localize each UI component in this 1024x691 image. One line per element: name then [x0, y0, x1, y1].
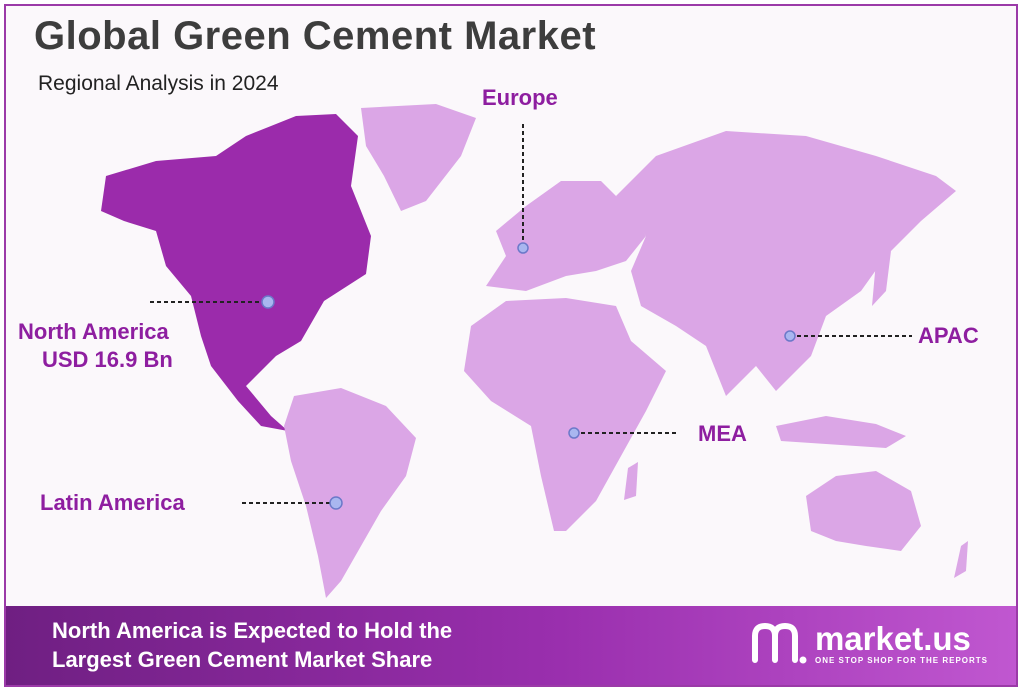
mea-marker [568, 427, 580, 439]
new-zealand-shape [954, 541, 968, 578]
label-mea: MEA [698, 421, 747, 446]
logo-tagline: ONE STOP SHOP FOR THE REPORTS [814, 655, 988, 665]
asia-shape [616, 131, 956, 396]
south-america-shape [284, 388, 416, 598]
greenland-shape [361, 104, 476, 211]
north-america-shape [101, 114, 371, 431]
page-subtitle: Regional Analysis in 2024 [38, 72, 279, 95]
footer-line-2: Largest Green Cement Market Share [52, 647, 433, 672]
japan-shape [872, 251, 891, 306]
australia-shape [806, 471, 921, 551]
indonesia-shape [776, 416, 906, 448]
marketus-logo-icon [751, 622, 807, 664]
logo-name: market.us [814, 619, 971, 657]
infographic-frame: Global Green Cement Market Regional Anal… [4, 4, 1018, 687]
footer-text: North America is Expected to Hold the La… [52, 616, 452, 674]
europe-shape [486, 181, 646, 291]
page-title: Global Green Cement Market [34, 14, 597, 58]
apac-marker [784, 330, 796, 342]
europe-marker [517, 242, 529, 254]
label-europe: Europe [482, 85, 558, 110]
north-america-marker [261, 295, 275, 309]
label-north-america-value: USD 16.9 Bn [42, 347, 173, 372]
logo-text: market.us ONE STOP SHOP FOR THE REPORTS [814, 619, 988, 665]
label-latin-america: Latin America [40, 490, 185, 515]
marketus-logo: market.us ONE STOP SHOP FOR THE REPORTS [749, 620, 988, 666]
footer-banner: North America is Expected to Hold the La… [6, 606, 1016, 685]
footer-line-1: North America is Expected to Hold the [52, 618, 453, 643]
world-map [101, 104, 968, 598]
label-apac: APAC [918, 323, 979, 348]
latin-america-marker [329, 496, 343, 510]
label-north-america: North America USD 16.9 Bn [18, 318, 173, 374]
africa-shape [464, 298, 666, 531]
label-north-america-name: North America [18, 319, 169, 344]
madagascar-shape [624, 462, 638, 500]
